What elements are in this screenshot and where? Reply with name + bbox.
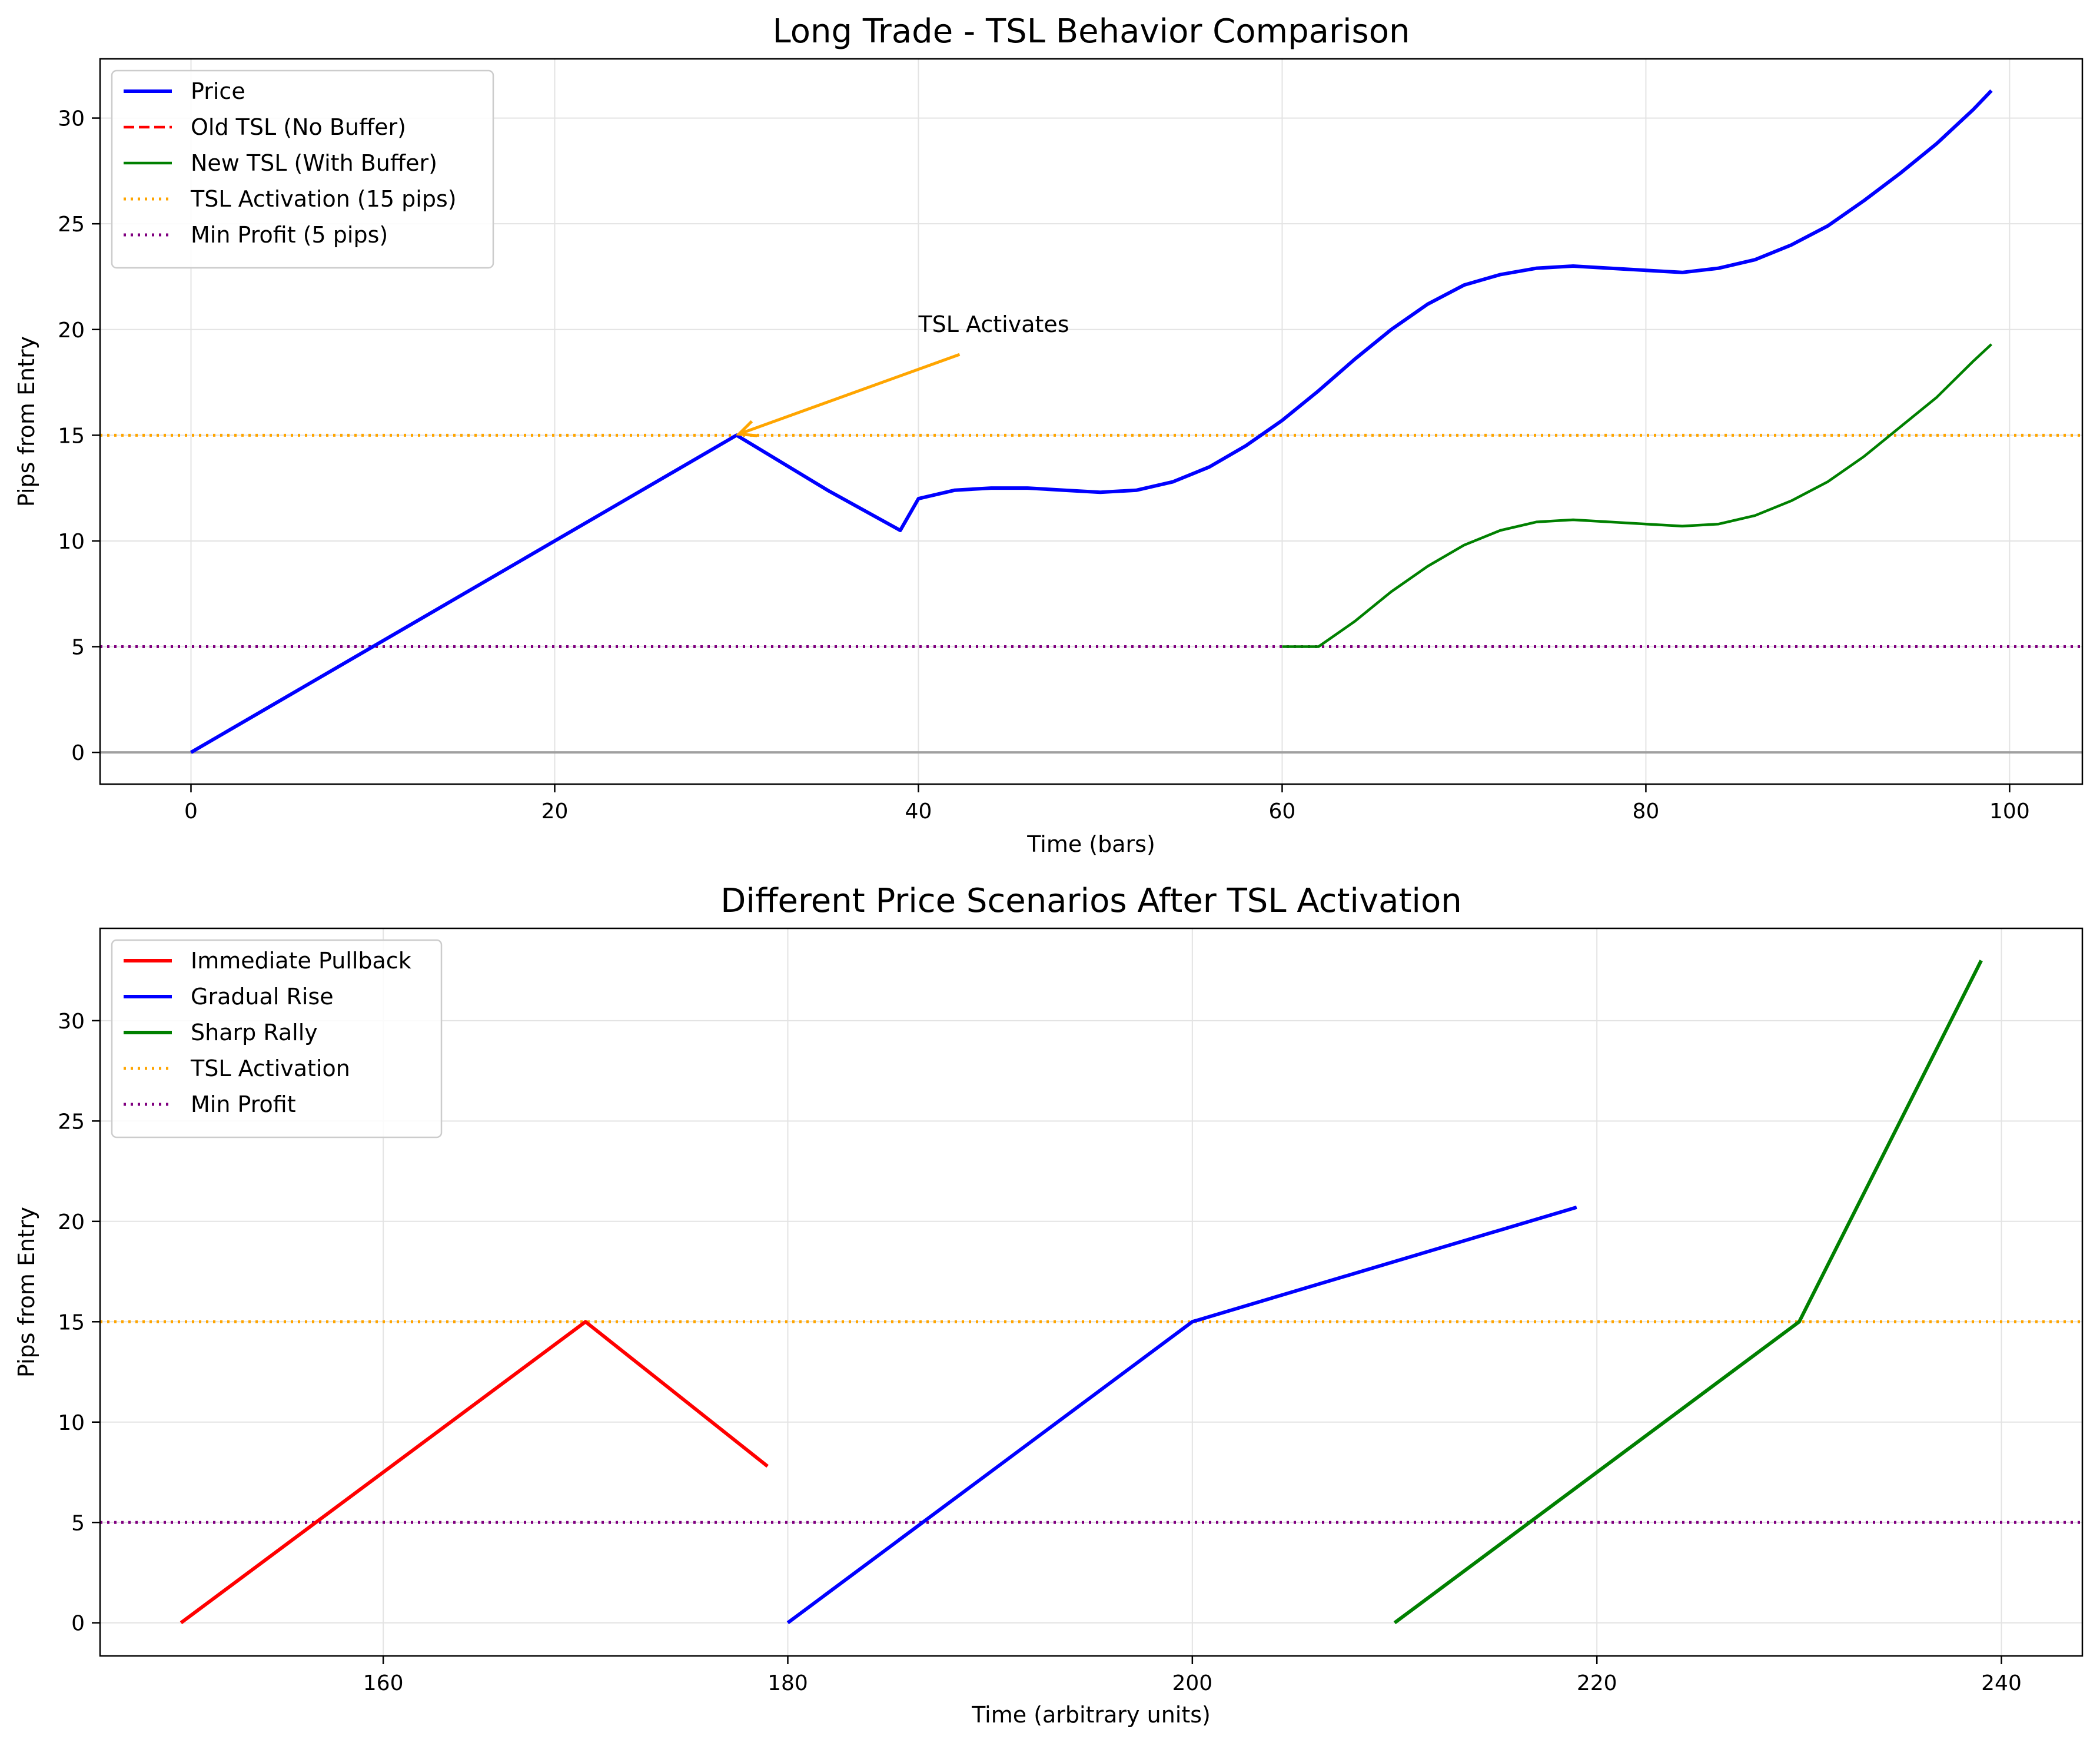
y-tick-label: 5 bbox=[71, 636, 85, 660]
y-tick-label: 5 bbox=[71, 1511, 85, 1535]
legend-box bbox=[111, 69, 494, 269]
y-tick-label: 15 bbox=[58, 424, 85, 448]
x-tick-label: 0 bbox=[184, 799, 198, 824]
y-tick-label: 10 bbox=[58, 530, 85, 554]
legend-label: Gradual Rise bbox=[191, 984, 334, 1010]
x-tick-label: 60 bbox=[1269, 799, 1296, 824]
chart-title: Different Price Scenarios After TSL Acti… bbox=[720, 882, 1461, 920]
legend-label: TSL Activation (15 pips) bbox=[190, 186, 457, 212]
chart-panel-1: TSL Activates 0 20 40 60 80 100 0 5 10 15 20 25 30 Lon… bbox=[14, 12, 2084, 857]
x-tick-label: 20 bbox=[541, 799, 569, 824]
y-tick-label: 30 bbox=[58, 107, 85, 131]
y-tick-label: 25 bbox=[58, 213, 85, 237]
legend-label: New TSL (With Buffer) bbox=[191, 150, 437, 176]
chart-panel-2: 160 180 200 220 240 0 5 10 15 20 25 30 Different Pri… bbox=[14, 882, 2084, 1728]
plot-area bbox=[100, 89, 2082, 754]
axes-frame bbox=[99, 58, 2084, 785]
legend-label: TSL Activation bbox=[190, 1055, 350, 1081]
x-tick-label: 240 bbox=[1981, 1671, 2022, 1695]
y-tick-label: 10 bbox=[58, 1411, 85, 1435]
x-tick-label: 100 bbox=[1989, 799, 2030, 824]
annotation-text: TSL Activates bbox=[918, 311, 1069, 337]
legend-label: Old TSL (No Buffer) bbox=[191, 114, 406, 140]
annotation-arrow bbox=[738, 353, 961, 436]
legend: Immediate Pullback Gradual Rise Sharp Rall… bbox=[111, 939, 443, 1138]
x-axis-label: Time (bars) bbox=[1026, 831, 1155, 857]
chart-title: Long Trade - TSL Behavior Comparison bbox=[773, 12, 1410, 51]
x-tick-label: 220 bbox=[1577, 1671, 1617, 1695]
y-axis-label: Pips from Entry bbox=[14, 336, 39, 507]
legend-label: Immediate Pullback bbox=[191, 948, 411, 974]
x-tick-label: 160 bbox=[363, 1671, 404, 1695]
y-tick-label: 0 bbox=[71, 741, 85, 765]
legend-box bbox=[111, 939, 443, 1138]
legend-label: Min Profit bbox=[191, 1091, 296, 1117]
y-tick-label: 30 bbox=[58, 1010, 85, 1034]
x-tick-label: 180 bbox=[767, 1671, 808, 1695]
x-tick-label: 200 bbox=[1172, 1671, 1212, 1695]
plot-area bbox=[100, 960, 2082, 1625]
x-tick-label: 80 bbox=[1633, 799, 1660, 824]
series-line-sharp-rally bbox=[1393, 960, 1983, 1625]
legend-label: Price bbox=[191, 78, 245, 104]
x-axis-label: Time (arbitrary units) bbox=[971, 1702, 1211, 1728]
y-tick-label: 25 bbox=[58, 1110, 85, 1134]
legend-label: Sharp Rally bbox=[191, 1020, 318, 1045]
series-line-price bbox=[190, 89, 1993, 754]
legend: Price Old TSL (No Buffer) New TSL (With Bu… bbox=[111, 69, 494, 269]
y-tick-label: 20 bbox=[58, 318, 85, 343]
series-line-gradual-rise bbox=[786, 1206, 1577, 1625]
y-tick-label: 15 bbox=[58, 1310, 85, 1335]
legend-label: Min Profit (5 pips) bbox=[191, 222, 388, 248]
series-line-new-tsl-with-buffer bbox=[1282, 343, 1993, 648]
x-tick-label: 40 bbox=[905, 799, 932, 824]
series-line-immediate-pullback bbox=[180, 1320, 769, 1625]
y-tick-label: 0 bbox=[71, 1612, 85, 1636]
annotation-arrowhead bbox=[735, 420, 757, 437]
y-tick-label: 20 bbox=[58, 1210, 85, 1234]
axes-frame bbox=[99, 927, 2084, 1657]
y-axis-label: Pips from Entry bbox=[14, 1207, 39, 1377]
